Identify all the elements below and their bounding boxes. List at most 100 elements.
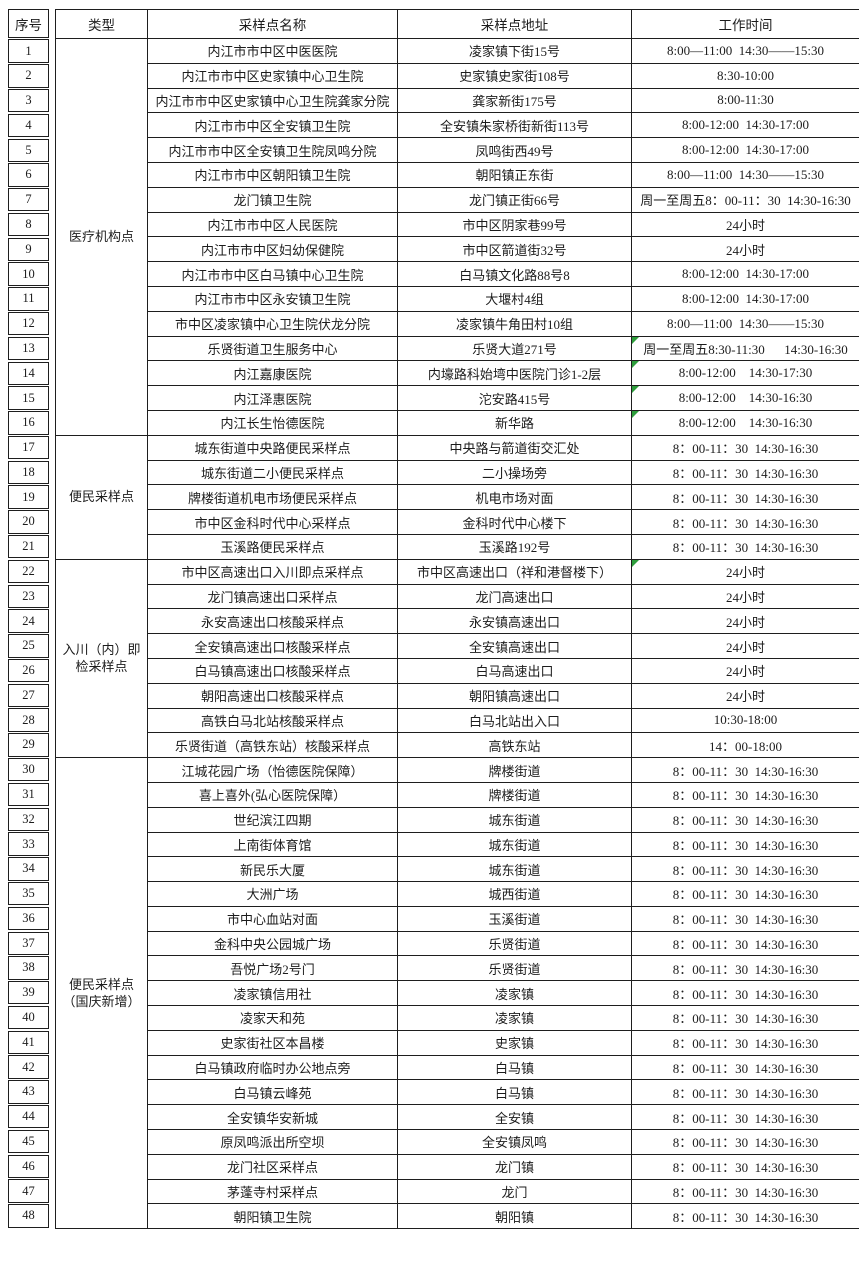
cell-corner-flag-icon [632,337,639,344]
name-cell: 内江长生怡德医院 [147,409,398,436]
table-row: 内江市市中区妇幼保健院 市中区箭道街32号 24小时 [56,236,859,263]
type-cell: 便民采样点 [55,434,148,560]
name-cell: 内江泽惠医院 [147,385,398,411]
addr-cell: 白马高速出口 [397,657,632,684]
column-header-type: 类型 [55,9,148,39]
table-row: 市中区凌家镇中心卫生院伏龙分院 凌家镇牛角田村10组 8:00—11:00 14:3… [56,310,859,337]
time-cell: 8：00-11：30 14:30-16:30 [631,1129,859,1155]
addr-cell: 牌楼街道 [397,757,632,783]
table-row: 朝阳高速出口核酸采样点 朝阳镇高速出口 24小时 [56,682,859,709]
addr-cell: 新华路 [397,409,632,436]
name-cell: 白马镇云峰苑 [147,1079,398,1106]
row-number-box: 47 [8,1179,49,1203]
time-cell: 24小时 [631,657,859,684]
table-row: 上南街体育馆 城东街道 8：00-11：30 14:30-16:30 [56,831,859,858]
time-cell: 8：00-11：30 14:30-16:30 [631,1005,859,1031]
row-number-box: 37 [8,931,49,955]
addr-cell: 白马镇 [397,1054,632,1081]
sampling-points-page: 序号 1 2 3 4 5 6 7 8 9 10 11 12 13 14 15 16 17 18 19 20 21 22 23… [8,9,859,1230]
sampling-table: 类型 采样点名称 采样点地址 工作时间 医疗机构点 内江市市中区中医医院 凌家镇下街… [55,9,859,1230]
time-cell: 8：00-11：30 14:30-16:30 [631,1054,859,1081]
name-cell: 原凤鸣派出所空坝 [147,1129,398,1155]
name-cell: 内江市市中区妇幼保健院 [147,236,398,263]
addr-cell: 龚家新街175号 [397,87,632,114]
row-number-box: 30 [8,758,49,782]
addr-cell: 高铁东站 [397,732,632,759]
name-cell: 茅蓬寺村采样点 [147,1178,398,1205]
time-cell: 8:00-12:00 14:30-16:30 [631,385,859,411]
time-cell: 8：00-11：30 14:30-16:30 [631,856,859,883]
row-number-box: 2 [8,64,49,88]
table-row: 玉溪路便民采样点 玉溪路192号 8：00-11：30 14:30-16:30 [56,533,859,560]
table-row: 金科中央公园城广场 乐贤街道 8：00-11：30 14:30-16:30 [56,930,859,957]
time-cell: 8：00-11：30 14:30-16:30 [631,1104,859,1131]
table-row: 内江市市中区白马镇中心卫生院 白马镇文化路88号8 8:00-12:00 14:30… [56,261,859,287]
row-number-box: 14 [8,361,49,385]
time-cell: 8：00-11：30 14:30-16:30 [631,1178,859,1205]
table-row: 大洲广场 城西街道 8：00-11：30 14:30-16:30 [56,881,859,907]
time-cell: 8：00-11：30 14:30-16:30 [631,757,859,783]
name-cell: 全安镇高速出口核酸采样点 [147,633,398,659]
name-cell: 龙门社区采样点 [147,1153,398,1180]
time-cell: 8：00-11：30 14:30-16:30 [631,831,859,858]
row-number-box: 39 [8,981,49,1005]
name-cell: 江城花园广场（怡德医院保障） [147,757,398,783]
addr-cell: 史家镇 [397,1029,632,1056]
table-row: 史家街社区本昌楼 史家镇 8：00-11：30 14:30-16:30 [56,1029,859,1056]
time-cell: 8：00-11：30 14:30-16:30 [631,484,859,511]
row-number-box: 25 [8,634,49,658]
row-number-box: 20 [8,510,49,534]
row-number-box: 5 [8,138,49,162]
table-row: 世纪滨江四期 城东街道 8：00-11：30 14:30-16:30 [56,806,859,833]
table-row: 喜上喜外(弘心医院保障） 牌楼街道 8：00-11：30 14:30-16:30 [56,781,859,808]
table-row: 入川（内）即检采样点 市中区高速出口入川即点采样点 市中区高速出口（祥和港督楼下） 2… [55,558,859,759]
name-cell: 乐贤街道（高铁东站）核酸采样点 [147,732,398,759]
addr-cell: 玉溪路192号 [397,533,632,560]
row-number-box: 36 [8,906,49,931]
name-cell: 内江市市中区中医医院 [147,38,398,64]
addr-cell: 金科时代中心楼下 [397,509,632,535]
row-number-box: 32 [8,807,49,831]
row-number-box: 46 [8,1154,49,1178]
table-row: 全安镇高速出口核酸采样点 全安镇高速出口 24小时 [56,633,859,659]
name-cell: 内江市市中区史家镇中心卫生院龚家分院 [147,87,398,114]
addr-cell: 白马镇 [397,1079,632,1106]
addr-cell: 牌楼街道 [397,781,632,808]
table-row: 乐贤街道（高铁东站）核酸采样点 高铁东站 14：00-18:00 [56,732,859,759]
time-cell: 8：00-11：30 14:30-16:30 [631,980,859,1007]
table-row: 内江长生怡德医院 新华路 8:00-12:00 14:30-16:30 [56,409,859,436]
addr-cell: 市中区箭道街32号 [397,236,632,263]
column-header-addr: 采样点地址 [397,9,632,39]
time-cell: 8:00-12:00 14:30-17:30 [631,360,859,387]
name-cell: 牌楼街道机电市场便民采样点 [147,484,398,511]
row-number-box: 48 [8,1204,49,1228]
table-row: 内江嘉康医院 内壕路科始塆中医院门诊1-2层 8:00-12:00 14:30-17… [56,360,859,387]
time-cell: 14：00-18:00 [631,732,859,759]
addr-cell: 市中区阴家巷99号 [397,211,632,238]
name-cell: 大洲广场 [147,881,398,907]
row-number-box: 17 [8,435,49,460]
cell-corner-flag-icon [632,560,639,567]
table-row: 内江市市中区史家镇中心卫生院 史家镇史家街108号 8:30-10:00 [56,62,859,89]
row-number-box: 18 [8,460,49,485]
time-cell: 24小时 [631,236,859,263]
addr-cell: 乐贤街道 [397,930,632,957]
table-row: 内江市市中区人民医院 市中区阴家巷99号 24小时 [56,211,859,238]
addr-cell: 大堰村4组 [397,285,632,312]
addr-cell: 沱安路415号 [397,385,632,411]
addr-cell: 朝阳镇正东街 [397,161,632,188]
name-cell: 内江市市中区全安镇卫生院 [147,112,398,139]
time-cell: 8：00-11：30 14:30-16:30 [631,905,859,932]
table-row: 乐贤街道卫生服务中心 乐贤大道271号 周一至周五8:30-11:30 14:30-… [56,335,859,362]
name-cell: 城东街道中央路便民采样点 [147,434,398,461]
time-cell: 24小时 [631,211,859,238]
table-header-row: 类型 采样点名称 采样点地址 工作时间 [55,9,859,39]
type-cell: 入川（内）即检采样点 [55,558,148,759]
addr-cell: 永安镇高速出口 [397,608,632,635]
addr-cell: 凤鸣街西49号 [397,137,632,163]
name-cell: 凌家天和苑 [147,1005,398,1031]
addr-cell: 龙门高速出口 [397,583,632,610]
row-number-box: 1 [8,39,49,63]
name-cell: 市中区凌家镇中心卫生院伏龙分院 [147,310,398,337]
name-cell: 龙门镇卫生院 [147,186,398,213]
